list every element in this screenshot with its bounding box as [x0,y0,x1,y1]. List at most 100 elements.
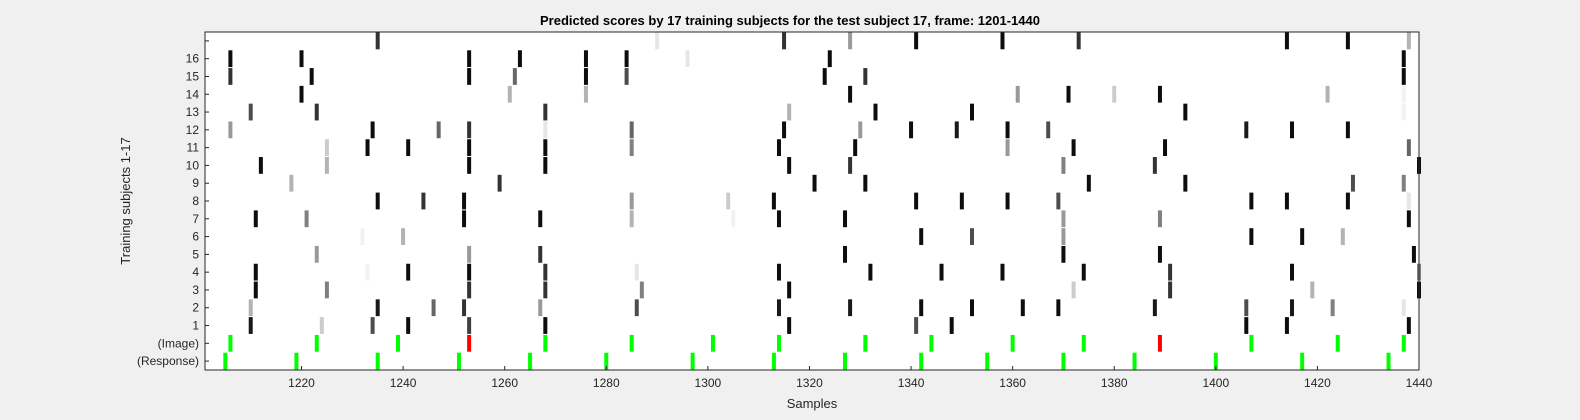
score-cell [375,299,380,317]
score-cell [1056,299,1061,317]
score-cell [1284,32,1289,50]
score-cell [1081,263,1086,281]
score-cell [634,263,639,281]
score-cell [1244,317,1249,334]
score-cell [639,281,644,299]
score-cell [1056,192,1061,210]
image-event [1010,334,1015,352]
score-cell [538,210,543,228]
score-cell [467,317,472,334]
score-cell [787,103,792,121]
score-cell [507,85,512,103]
y-tick-label: (Image) [158,336,199,350]
score-cell [467,281,472,299]
response-event [843,352,848,370]
score-cell [1020,299,1025,317]
score-cell [624,50,629,68]
score-cell [873,103,878,121]
score-cell [863,174,868,192]
y-tick-label: 16 [186,52,200,66]
score-cell [248,299,253,317]
score-cell [462,299,467,317]
y-tick-label: 6 [192,230,199,244]
y-tick-label: 1 [192,319,199,333]
image-event [1249,334,1254,352]
score-cell [583,85,588,103]
score-cell [583,50,588,68]
score-cell [1406,317,1411,334]
plot-area [205,32,1419,370]
score-cell [1066,85,1071,103]
score-cell [1046,121,1051,139]
score-cell [543,103,548,121]
response-event [919,352,924,370]
score-cell [1086,174,1091,192]
score-cell [1290,299,1295,317]
score-cell [360,228,365,245]
image-event [543,334,548,352]
score-cell [228,50,233,68]
score-cell [1157,85,1162,103]
score-cell [1401,85,1406,103]
score-cell [289,174,294,192]
image-event [467,334,472,352]
y-tick-label: 12 [186,123,200,137]
score-cell [467,245,472,263]
score-cell [776,210,781,228]
score-cell [848,85,853,103]
x-tick-label: 1240 [390,376,417,390]
score-cell [309,68,314,85]
y-tick-label: 11 [187,141,200,155]
score-cell [248,103,253,121]
x-tick-label: 1360 [999,376,1026,390]
image-event [863,334,868,352]
score-cell [853,139,858,157]
score-cell [467,68,472,85]
score-cell [1401,50,1406,68]
score-cell [517,50,522,68]
y-tick-label: 14 [186,87,200,101]
score-cell [406,139,411,157]
response-event [985,352,990,370]
score-cell [1152,299,1157,317]
score-cell [629,192,634,210]
score-cell [375,192,380,210]
x-tick-label: 1300 [695,376,722,390]
y-axis-label: Training subjects 1-17 [118,137,133,264]
y-tick-label: 3 [192,283,199,297]
score-cell [375,32,380,50]
score-cell [1330,299,1335,317]
score-cell [843,245,848,263]
x-tick-label: 1420 [1304,376,1331,390]
score-cell [543,281,548,299]
score-cell [1061,228,1066,245]
score-cell [543,121,548,139]
response-event [375,352,380,370]
score-cell [1061,157,1066,174]
score-cell [843,210,848,228]
score-cell [1406,139,1411,157]
score-cell [1249,192,1254,210]
score-cell [1401,103,1406,121]
score-cell [1244,299,1249,317]
image-event [228,334,233,352]
score-cell [228,121,233,139]
score-cell [1325,85,1330,103]
score-cell [685,50,690,68]
score-cell [1290,121,1295,139]
x-tick-label: 1380 [1101,376,1128,390]
score-cell [1244,121,1249,139]
image-event [1081,334,1086,352]
cells-layer [223,32,1421,370]
score-cell [365,263,370,281]
score-cell [1406,192,1411,210]
score-cell [970,103,974,121]
y-tick-label: 10 [186,158,200,172]
score-cell [543,139,548,157]
score-cell [1290,263,1295,281]
image-event [629,334,634,352]
score-cell [629,210,634,228]
score-cell [812,174,817,192]
image-event [1401,334,1406,352]
image-event [929,334,934,352]
